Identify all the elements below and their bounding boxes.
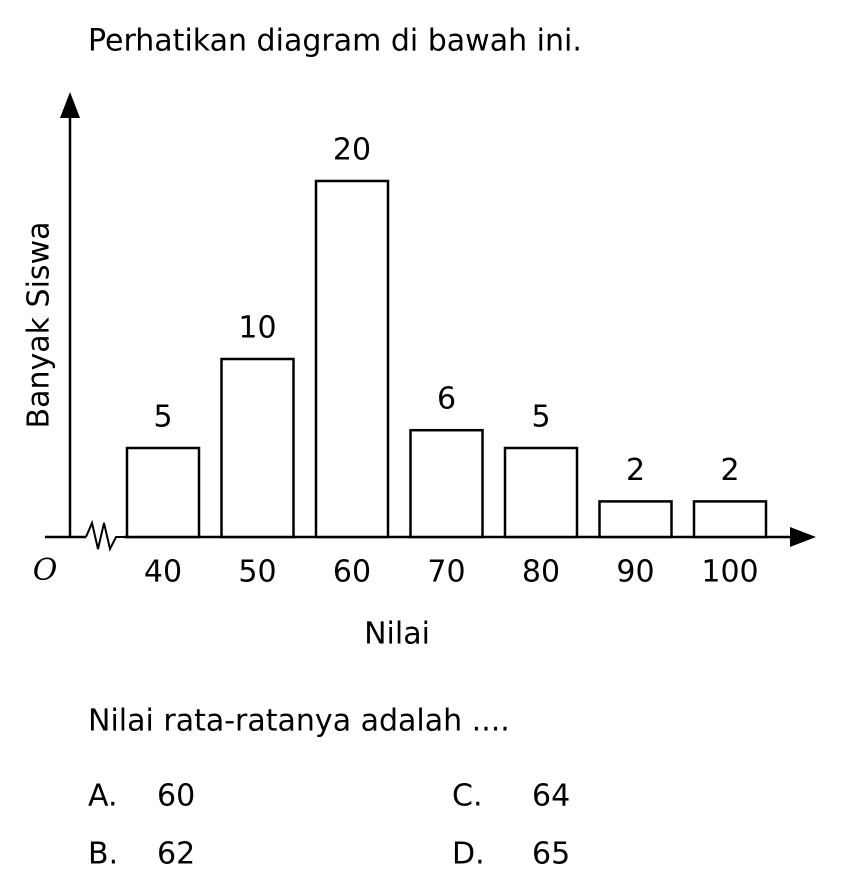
prompt: Nilai rata-ratanya adalah .... — [88, 704, 510, 739]
x-arrow — [790, 527, 816, 547]
value-label: 5 — [531, 400, 550, 435]
bar — [314, 179, 390, 539]
option-text: 65 — [532, 837, 570, 872]
x-tick-label: 80 — [522, 555, 560, 590]
option-letter: D. — [452, 837, 485, 872]
bar — [125, 446, 201, 539]
option-text: 64 — [532, 779, 570, 814]
option-letter: A. — [88, 779, 118, 814]
option-letter: C. — [452, 779, 482, 814]
origin-label: O — [33, 553, 58, 588]
x-tick-label: 100 — [701, 555, 758, 590]
y-arrow — [60, 92, 80, 118]
value-label: 2 — [720, 453, 739, 488]
bar — [503, 446, 579, 539]
x-tick-label: 40 — [144, 555, 182, 590]
bar — [692, 500, 768, 539]
question: Perhatikan diagram di bawah ini. — [88, 24, 582, 59]
option-text: 62 — [157, 837, 195, 872]
x-tick-label: 70 — [427, 555, 465, 590]
bar — [220, 357, 295, 539]
x-tick-label: 50 — [238, 555, 276, 590]
axis-break — [85, 519, 124, 552]
value-label: 20 — [333, 133, 371, 168]
option-text: 60 — [157, 779, 195, 814]
y-axis-label: Banyak Siswa — [22, 222, 57, 429]
value-label: 6 — [437, 382, 456, 417]
value-label: 2 — [626, 453, 645, 488]
value-label: 10 — [238, 311, 276, 346]
x-tick-label: 60 — [333, 555, 371, 590]
x-tick-label: 90 — [616, 555, 654, 590]
value-label: 5 — [153, 400, 172, 435]
bar — [409, 428, 484, 539]
option-letter: B. — [88, 837, 118, 872]
bar — [598, 500, 673, 539]
x-axis-label: Nilai — [364, 617, 430, 652]
